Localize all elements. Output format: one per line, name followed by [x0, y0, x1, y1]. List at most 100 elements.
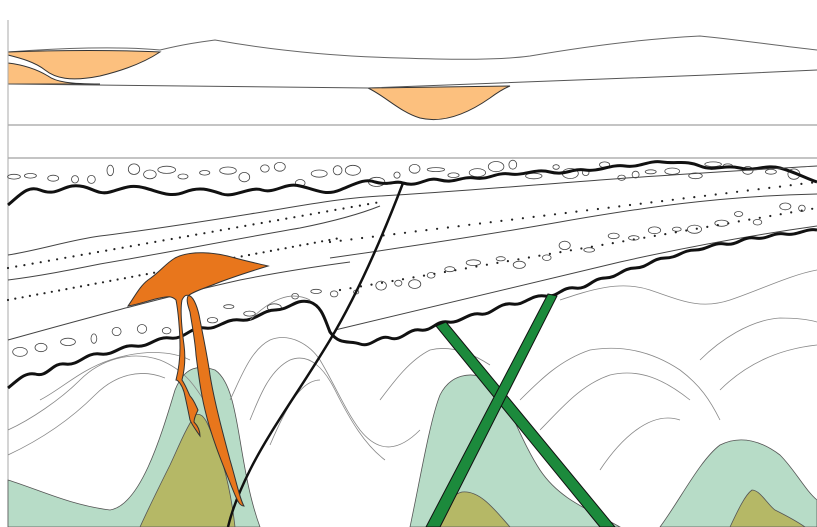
- sand-dot: [768, 186, 771, 189]
- sand-dot: [510, 218, 514, 221]
- sand-dot: [580, 247, 583, 250]
- sand-dot: [116, 278, 119, 281]
- sand-dot: [138, 274, 141, 277]
- sand-dot: [769, 214, 772, 218]
- sand-dot: [789, 184, 792, 187]
- sand-dot: [123, 277, 126, 280]
- sand-dot: [553, 213, 557, 216]
- pebble: [310, 169, 328, 178]
- horizontal-strata: [7, 20, 817, 527]
- pebble: [487, 161, 505, 173]
- sand-dot: [21, 296, 24, 299]
- sand-dot: [521, 217, 525, 220]
- pebble: [136, 324, 148, 334]
- sand-dot: [489, 221, 492, 224]
- sand-dot: [464, 267, 467, 270]
- pebble: [111, 326, 122, 336]
- sand-dot: [240, 255, 243, 258]
- sand-dot: [129, 245, 132, 248]
- pebble: [206, 317, 218, 324]
- pebble: [199, 170, 211, 176]
- sand-dot: [14, 297, 17, 300]
- sand-dot: [178, 236, 181, 239]
- sand-dot: [779, 213, 782, 216]
- pebble: [468, 168, 486, 178]
- lower-unconformity: [7, 228, 817, 390]
- pebble: [647, 226, 662, 235]
- sand-dot: [268, 220, 271, 223]
- sand-dot: [422, 274, 426, 277]
- sand-dot: [350, 238, 353, 241]
- sand-dot: [39, 261, 42, 264]
- sand-dot: [6, 266, 10, 270]
- sand-dot: [301, 214, 304, 217]
- dotted-sandstone-layer: [6, 165, 817, 341]
- sand-dot: [611, 242, 614, 245]
- pebble: [733, 211, 744, 217]
- pebble: [106, 164, 114, 177]
- pebble: [71, 175, 79, 184]
- pebble: [332, 165, 343, 176]
- pebble: [47, 174, 60, 182]
- sand-dot: [15, 265, 18, 268]
- sand-dot: [778, 185, 782, 188]
- sand-dot: [496, 261, 499, 264]
- sand-dot: [299, 244, 302, 247]
- sediment-lens-left: [7, 50, 162, 85]
- sand-dot: [653, 234, 656, 237]
- sand-dot: [94, 282, 97, 285]
- pebble: [617, 174, 626, 181]
- pebble: [87, 174, 96, 184]
- sand-dot: [380, 281, 384, 284]
- pebble: [393, 171, 401, 179]
- sand-dot: [313, 241, 316, 244]
- sand-dot: [661, 200, 664, 203]
- pebble: [238, 172, 251, 183]
- sand-dot: [569, 249, 573, 252]
- sand-dot: [425, 229, 428, 232]
- pebble: [310, 288, 322, 294]
- pebble: [344, 164, 361, 176]
- pebble: [607, 232, 620, 240]
- sand-dot: [211, 230, 214, 233]
- pebble: [525, 172, 543, 180]
- sand-dot: [650, 201, 653, 204]
- pebble: [143, 169, 157, 180]
- sand-dot: [291, 245, 294, 248]
- sand-dot: [28, 294, 31, 297]
- sand-dot: [349, 287, 352, 290]
- sand-dot: [500, 219, 503, 222]
- sand-dot: [618, 205, 621, 208]
- sand-dot: [371, 235, 374, 238]
- sand-dot: [586, 209, 589, 212]
- sand-dot: [790, 211, 793, 214]
- sand-dot: [64, 256, 67, 259]
- sand-dot: [72, 255, 75, 258]
- pebble: [631, 170, 640, 179]
- sand-dot: [96, 250, 100, 254]
- orange-sill-and-dike: [126, 252, 270, 507]
- sand-dot: [391, 279, 394, 283]
- pebble: [408, 164, 421, 174]
- sand-dot: [186, 235, 190, 238]
- pebble: [90, 333, 98, 344]
- sand-dot: [277, 219, 280, 222]
- pebble: [583, 247, 595, 253]
- sand-dot: [443, 270, 446, 274]
- pebble: [444, 266, 456, 273]
- sand-dot: [737, 220, 740, 223]
- pebble-layer: [7, 159, 806, 357]
- pebble: [508, 159, 518, 170]
- sand-dot: [87, 283, 90, 287]
- sand-dot: [727, 222, 730, 225]
- sand-dot: [361, 236, 364, 240]
- pebble: [447, 172, 460, 178]
- sand-dot: [559, 251, 562, 254]
- pebble: [765, 169, 777, 175]
- pebble: [219, 166, 237, 175]
- sand-dot: [695, 227, 698, 230]
- sand-dot: [548, 252, 552, 255]
- sand-dot: [262, 251, 265, 254]
- sand-dot: [607, 206, 610, 209]
